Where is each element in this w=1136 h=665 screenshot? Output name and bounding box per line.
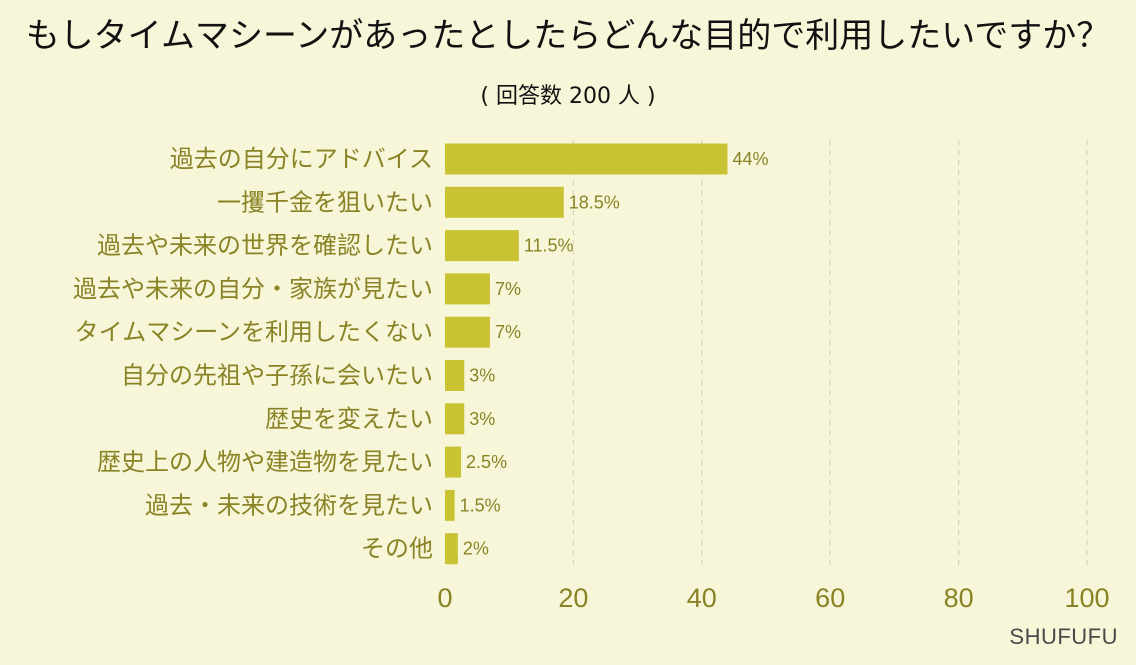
chart-subtitle: ( 回答数 200 人 )	[480, 84, 656, 109]
value-labels: 44% 18.5% 11.5% 7% 7% 3% 3% 2.5% 1.5% 2%	[460, 149, 769, 559]
value-label: 11.5%	[524, 236, 574, 256]
bar	[445, 186, 564, 218]
grid-lines	[572, 140, 1088, 568]
category-label: 過去や未来の自分・家族が見たい	[73, 275, 433, 303]
category-label: 一攫千金を狙いたい	[217, 188, 433, 216]
x-tick-label: 0	[437, 583, 452, 613]
value-label: 7%	[495, 279, 521, 299]
value-label: 7%	[495, 322, 521, 342]
category-label: 歴史上の人物や建造物を見たい	[97, 448, 433, 476]
value-label: 1.5%	[460, 495, 501, 515]
bar	[445, 403, 465, 435]
x-axis-tick-labels: 0 20 40 60 80 100	[437, 583, 1109, 613]
category-labels: 過去の自分にアドバイス一攫千金を狙いたい過去や未来の世界を確認したい過去や未来の…	[73, 145, 433, 563]
bars	[445, 143, 728, 565]
value-label: 3%	[469, 366, 495, 386]
x-tick-label: 100	[1064, 583, 1109, 613]
x-tick-label: 40	[687, 583, 717, 613]
value-label: 44%	[732, 149, 768, 169]
bar	[445, 446, 462, 478]
category-label: 過去や未来の世界を確認したい	[97, 232, 433, 260]
brand-watermark: SHUFUFU	[1009, 624, 1118, 649]
value-label: 3%	[469, 409, 495, 429]
x-tick-label: 80	[944, 583, 974, 613]
chart-title: もしタイムマシーンがあったとしたらどんな目的で利用したいですか？	[25, 16, 1111, 56]
value-label: 2.5%	[466, 452, 507, 472]
value-label: 18.5%	[569, 192, 620, 212]
category-label: 自分の先祖や子孫に会いたい	[121, 362, 433, 390]
bar	[445, 273, 490, 305]
bar	[445, 316, 490, 348]
category-label: タイムマシーンを利用したくない	[75, 318, 433, 346]
bar	[445, 533, 458, 565]
bar	[445, 143, 728, 175]
bar	[445, 230, 519, 262]
category-label: その他	[361, 535, 433, 563]
bar	[445, 489, 455, 521]
bar	[445, 360, 465, 391]
x-tick-label: 20	[558, 583, 588, 613]
category-label: 歴史を変えたい	[265, 405, 433, 433]
x-tick-label: 60	[815, 583, 845, 613]
category-label: 過去・未来の技術を見たい	[145, 491, 433, 519]
category-label: 過去の自分にアドバイス	[170, 145, 433, 173]
value-label: 2%	[463, 539, 489, 559]
